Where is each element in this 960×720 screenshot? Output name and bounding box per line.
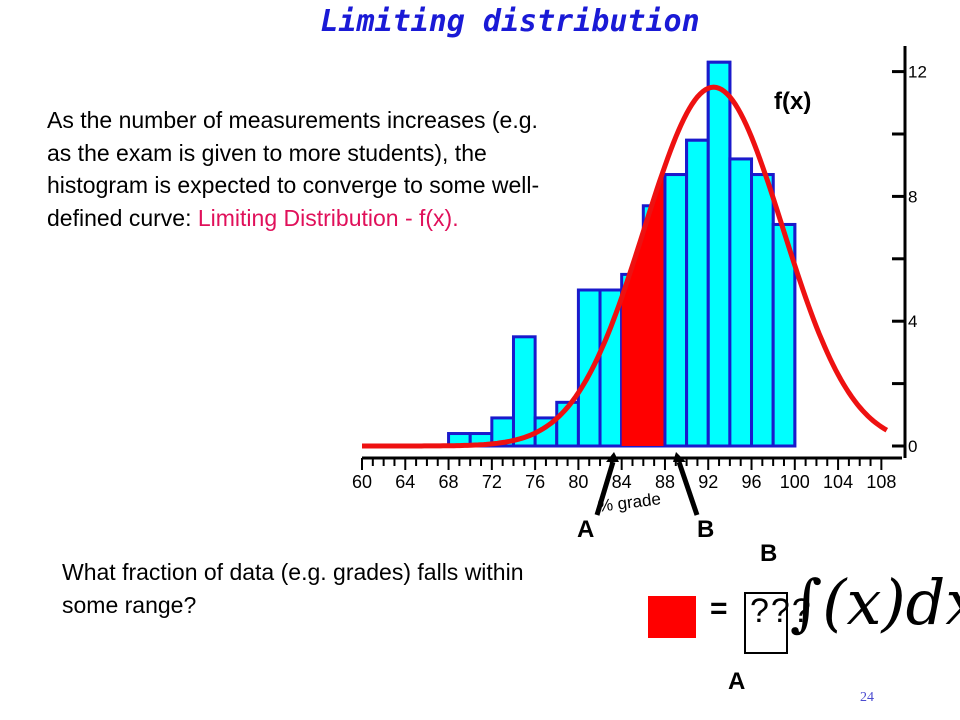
x-tick-label: 104 bbox=[823, 472, 853, 492]
x-tick-label: 108 bbox=[866, 472, 896, 492]
x-tick-label: 80 bbox=[568, 472, 588, 492]
histogram-bar bbox=[511, 335, 537, 448]
unknown-value: ??? bbox=[750, 592, 813, 630]
integral-expression: ∫(x)dx bbox=[790, 566, 960, 639]
histogram-bar bbox=[750, 173, 775, 448]
x-tick-label: 84 bbox=[612, 472, 632, 492]
x-tick-label: 88 bbox=[655, 472, 675, 492]
y-tick-label: 12 bbox=[908, 63, 927, 82]
limiting-distribution-curve bbox=[362, 84, 889, 449]
description-text: As the number of measurements increases … bbox=[47, 107, 540, 231]
x-tick-label: 64 bbox=[395, 472, 415, 492]
page-number: 24 bbox=[860, 690, 874, 705]
x-tick-label: 68 bbox=[439, 472, 459, 492]
fx-curve-label: f(x) bbox=[774, 88, 812, 115]
x-axis-label: % grade bbox=[597, 489, 662, 516]
integral-lower-limit: A bbox=[728, 668, 746, 695]
question-text: What fraction of data (e.g. grades) fall… bbox=[62, 559, 524, 618]
description-paragraph: As the number of measurements increases … bbox=[47, 104, 547, 234]
marker-a-label: A bbox=[577, 516, 595, 543]
unknown-box bbox=[744, 592, 788, 654]
histogram-bar bbox=[576, 288, 602, 448]
y-tick-label: 0 bbox=[908, 437, 917, 456]
x-tick-label: 72 bbox=[482, 472, 502, 492]
histogram-bar bbox=[685, 138, 710, 448]
slide-title: Limiting distribution bbox=[320, 4, 700, 39]
y-tick-label: 8 bbox=[908, 187, 917, 206]
shaded-area-swatch bbox=[648, 596, 696, 638]
arrow-b-head bbox=[673, 452, 686, 462]
histogram-bar bbox=[706, 60, 732, 448]
arrow-a-head bbox=[606, 452, 619, 462]
x-tick-label: 92 bbox=[698, 472, 718, 492]
histogram-bar bbox=[728, 157, 754, 448]
marker-b-label: B bbox=[697, 516, 715, 543]
shaded-area bbox=[621, 165, 665, 447]
histogram-bar bbox=[663, 173, 689, 448]
x-tick-label: 100 bbox=[780, 472, 810, 492]
integral-upper-limit: B bbox=[760, 540, 778, 567]
x-tick-label: 76 bbox=[525, 472, 545, 492]
equals-sign: = bbox=[710, 592, 728, 625]
arrow-b bbox=[676, 461, 700, 516]
arrow-a bbox=[594, 461, 616, 516]
x-tick-label: 96 bbox=[742, 472, 762, 492]
limiting-distribution-label: Limiting Distribution - f(x). bbox=[197, 204, 459, 231]
y-tick-label: 4 bbox=[908, 312, 917, 331]
x-tick-label: 60 bbox=[352, 472, 372, 492]
